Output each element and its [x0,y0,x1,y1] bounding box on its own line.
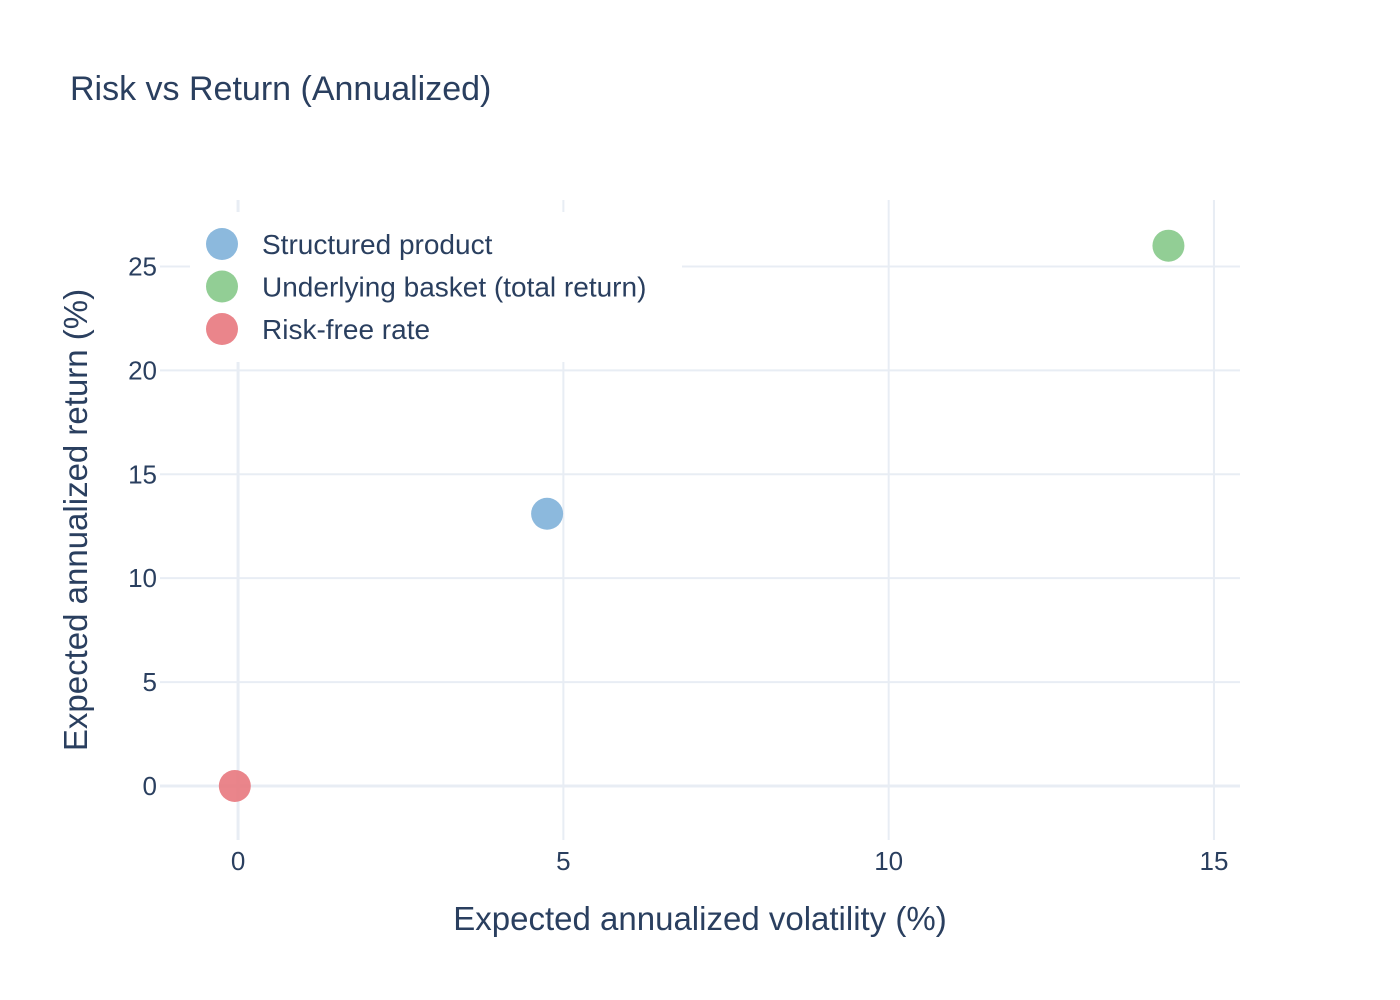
x-tick-label-15: 15 [1200,846,1229,876]
x-axis-title: Expected annualized volatility (%) [453,900,946,937]
legend-marker-2 [206,313,238,345]
legend-item-0[interactable]: Structured product [206,228,493,260]
y-tick-label-10: 10 [128,563,157,593]
y-tick-label-25: 25 [128,251,157,281]
legend-marker-0 [206,228,238,260]
data-points [218,229,1185,802]
data-point-series-2-0[interactable] [218,769,251,802]
y-axis-title: Expected annualized return (%) [57,289,94,751]
x-tick-label-10: 10 [874,846,903,876]
legend-label-1: Underlying basket (total return) [262,272,646,303]
legend-label-2: Risk-free rate [262,314,430,345]
grid-lines [160,200,1240,840]
legend-marker-1 [206,270,238,303]
y-tick-label-20: 20 [128,355,157,385]
legend-label-0: Structured product [262,229,493,260]
legend-item-2[interactable]: Risk-free rate [206,313,430,345]
legend[interactable]: Structured product Underlying basket (tot… [190,212,682,362]
data-point-series-0-0[interactable] [531,497,564,530]
y-tick-label-5: 5 [143,667,157,697]
tick-labels: 0 5 10 15 0 5 10 15 20 25 [128,251,1228,876]
legend-item-1[interactable]: Underlying basket (total return) [206,270,646,303]
data-point-series-1-0[interactable] [1152,229,1185,262]
y-tick-label-15: 15 [128,459,157,489]
chart-title: Risk vs Return (Annualized) [70,70,491,108]
y-tick-label-0: 0 [143,771,157,801]
x-tick-label-5: 5 [556,846,570,876]
legend-background [190,212,682,362]
x-tick-label-0: 0 [231,846,245,876]
